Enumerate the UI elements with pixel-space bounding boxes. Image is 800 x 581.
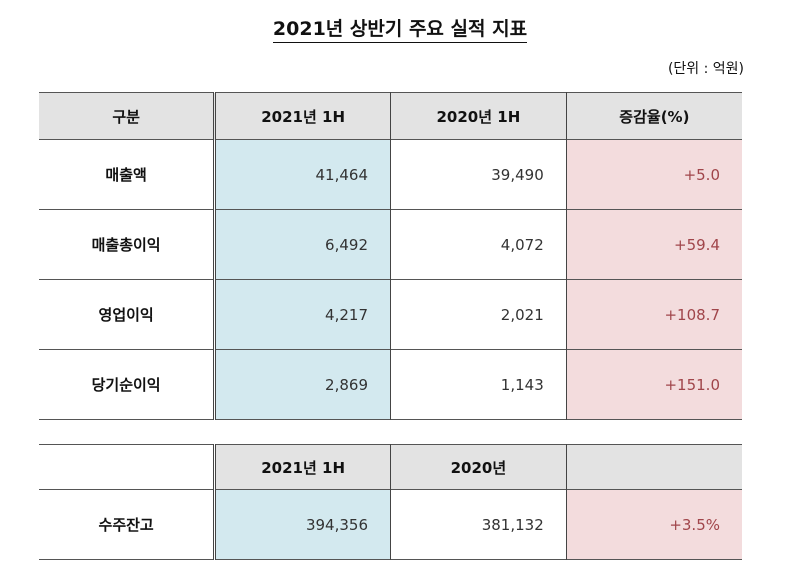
table-row: 매출액 41,464 39,490 +5.0 <box>39 139 742 210</box>
row-label: 매출액 <box>105 166 147 184</box>
value-2021: 394,356 <box>213 489 391 560</box>
backlog-table: 2021년 1H 2020년 수주잔고 394,356 381,132 +3.5… <box>39 444 742 560</box>
value-2021: 41,464 <box>213 139 391 210</box>
value-2020: 1,143 <box>390 349 567 420</box>
value-change: +59.4 <box>565 209 742 280</box>
value-2021: 4,217 <box>213 279 391 350</box>
unit-label: (단위 : 억원) <box>667 61 744 77</box>
value-2021: 2,869 <box>213 349 391 420</box>
table-row: 수주잔고 394,356 381,132 +3.5% <box>39 489 742 560</box>
value-change: +108.7 <box>565 279 742 350</box>
value-2020: 39,490 <box>390 139 567 210</box>
header-2021-1h: 2021년 1H <box>213 444 391 490</box>
header-row: 2021년 1H 2020년 <box>39 444 742 490</box>
header-2020-1h: 2020년 1H <box>390 92 567 140</box>
header-change: 증감율(%) <box>565 92 742 140</box>
row-label: 매출총이익 <box>91 236 161 254</box>
table-row: 당기순이익 2,869 1,143 +151.0 <box>39 349 742 420</box>
value-2020: 2,021 <box>390 279 567 350</box>
header-empty-change <box>565 444 742 490</box>
performance-table: 구분 2021년 1H 2020년 1H 증감율(%) 매출액 41,464 3… <box>39 92 742 420</box>
table-row: 영업이익 4,217 2,021 +108.7 <box>39 279 742 350</box>
value-change: +151.0 <box>565 349 742 420</box>
header-2020: 2020년 <box>390 444 567 490</box>
header-2021-1h: 2021년 1H <box>213 92 391 140</box>
row-label: 수주잔고 <box>98 516 154 534</box>
header-row: 구분 2021년 1H 2020년 1H 증감율(%) <box>39 92 742 140</box>
title-text: 2021년 상반기 주요 실적 지표 <box>272 18 528 43</box>
table-row: 매출총이익 6,492 4,072 +59.4 <box>39 209 742 280</box>
value-2020: 4,072 <box>390 209 567 280</box>
row-label: 영업이익 <box>98 306 154 324</box>
value-2021: 6,492 <box>213 209 391 280</box>
header-category: 구분 <box>39 92 215 140</box>
header-empty <box>39 444 215 490</box>
row-label: 당기순이익 <box>91 376 161 394</box>
page-title: 2021년 상반기 주요 실적 지표 <box>0 14 800 43</box>
value-change: +3.5% <box>565 489 742 560</box>
value-2020: 381,132 <box>390 489 567 560</box>
value-change: +5.0 <box>565 139 742 210</box>
